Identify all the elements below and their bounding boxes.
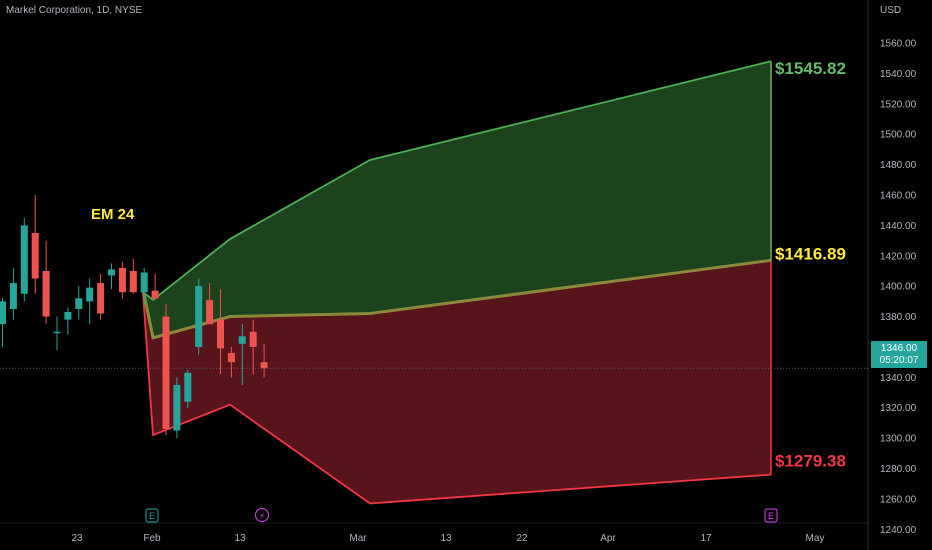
y-tick-label: 1420.00 [880, 251, 917, 262]
earnings-marker-icon[interactable] [145, 508, 159, 523]
candle-body [97, 283, 105, 314]
upper-target-label: $1545.82 [775, 59, 846, 78]
upper-move-line [142, 60, 772, 301]
y-tick-label: 1380.00 [880, 312, 917, 323]
candle-body [227, 353, 235, 363]
mid-target-label: $1416.89 [775, 244, 846, 263]
candle-body [249, 331, 257, 347]
candle-body [184, 372, 192, 402]
x-tick-label: 13 [234, 533, 246, 544]
mid-move-line [141, 258, 772, 340]
candle-body [9, 283, 17, 309]
y-tick-label: 1260.00 [880, 494, 917, 505]
upper-expected-zone [143, 61, 771, 338]
candle-body [31, 232, 39, 279]
y-tick-label: 1280.00 [880, 464, 917, 475]
dividend-marker-glyph: ⚡ [259, 512, 265, 522]
x-tick-label: Mar [349, 533, 367, 544]
candle-body [206, 299, 214, 325]
x-tick-label: Apr [600, 533, 616, 544]
x-tick-label: May [806, 533, 825, 544]
y-tick-label: 1320.00 [880, 403, 917, 414]
candle-body [151, 290, 159, 299]
x-tick-label: 23 [71, 533, 83, 544]
lower-move-line [142, 292, 772, 505]
x-tick-label: 22 [516, 533, 528, 544]
y-tick-label: 1340.00 [880, 373, 917, 384]
y-tick-label: 1440.00 [880, 221, 917, 232]
lower-expected-zone [143, 260, 771, 504]
candle-body [0, 301, 6, 325]
candle-body [64, 311, 72, 320]
y-tick-label: 1240.00 [880, 525, 917, 536]
y-tick-label: 1400.00 [880, 282, 917, 293]
y-tick-label: 1480.00 [880, 160, 917, 171]
dividend-marker-icon[interactable] [255, 508, 269, 522]
y-tick-label: 1300.00 [880, 434, 917, 445]
candle-body [118, 267, 126, 293]
candle-body [86, 287, 94, 302]
candle-body [238, 336, 246, 344]
x-tick-label: Feb [143, 533, 161, 544]
candle-body [75, 298, 83, 309]
y-tick-label: 1500.00 [880, 130, 917, 141]
candle-body [108, 269, 115, 276]
candle-body [173, 384, 181, 431]
earnings-marker-future-icon[interactable] [764, 508, 778, 523]
y-tick-label: 1540.00 [880, 69, 917, 80]
currency-label: USD [880, 5, 902, 16]
bar-countdown: 05:20:07 [879, 355, 919, 366]
candle-body [20, 225, 28, 294]
x-tick-label: 17 [700, 533, 712, 544]
candle-body [129, 270, 137, 293]
em-label: EM 24 [91, 206, 135, 223]
candle-body [140, 272, 148, 293]
candle-body [42, 270, 50, 317]
candle-body [53, 331, 61, 334]
y-tick-label: 1460.00 [880, 190, 917, 201]
earnings-marker-future-icon-glyph: E [768, 511, 774, 521]
earnings-marker-icon-glyph: E [149, 511, 155, 521]
candle-body [217, 319, 224, 349]
candle-body [162, 316, 170, 430]
symbol-title: Markel Corporation, 1D, NYSE [6, 5, 143, 16]
x-tick-label: 13 [440, 533, 452, 544]
y-tick-label: 1560.00 [880, 39, 917, 50]
candle-body [260, 362, 268, 369]
current-price-tag: 1346.00 05:20:07 [871, 341, 927, 368]
candle-body [195, 286, 203, 347]
current-price: 1346.00 [880, 343, 918, 354]
lower-target-label: $1279.38 [775, 452, 846, 471]
y-tick-label: 1520.00 [880, 99, 917, 110]
